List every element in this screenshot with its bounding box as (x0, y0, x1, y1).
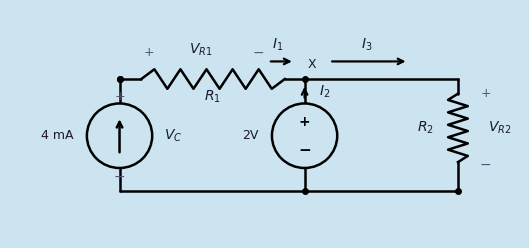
Text: $I_2$: $I_2$ (320, 84, 331, 100)
Text: +: + (144, 46, 154, 59)
Text: 2V: 2V (242, 129, 258, 142)
Circle shape (272, 103, 337, 168)
Text: +: + (114, 90, 125, 103)
Text: +: + (480, 87, 491, 100)
Text: −: − (298, 143, 311, 158)
Text: $I_3$: $I_3$ (361, 37, 372, 53)
Circle shape (87, 103, 152, 168)
Text: +: + (299, 115, 311, 129)
Text: $R_2$: $R_2$ (417, 120, 434, 136)
Text: X: X (307, 58, 316, 71)
Text: 4 mA: 4 mA (41, 129, 74, 142)
Text: $R_1$: $R_1$ (204, 89, 221, 105)
Text: $V_{R2}$: $V_{R2}$ (488, 120, 511, 136)
Text: −: − (114, 170, 125, 184)
Text: $I_1$: $I_1$ (272, 37, 284, 53)
Text: $V_C$: $V_C$ (164, 127, 183, 144)
Text: −: − (480, 158, 491, 172)
Text: −: − (252, 46, 264, 60)
Text: $V_{R1}$: $V_{R1}$ (189, 41, 213, 58)
